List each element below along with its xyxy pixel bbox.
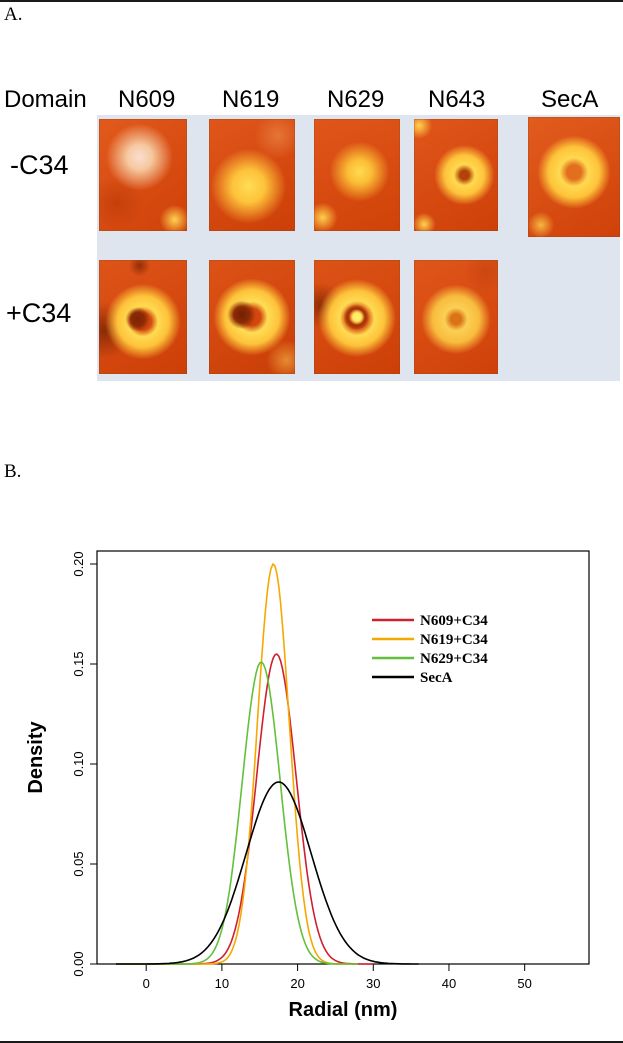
row-label-plus-c34: +C34 [6, 298, 72, 328]
afm-image-n643-minus-c34 [414, 119, 498, 231]
x-tick-label: 20 [290, 976, 304, 991]
column-header-seca: SecA [541, 86, 599, 113]
x-tick-label: 30 [366, 976, 380, 991]
legend-label: N609+C34 [420, 613, 488, 629]
row-label-minus-c34: -C34 [10, 150, 69, 180]
afm-image-n629-plus-c34 [314, 260, 400, 374]
y-tick-label: 0.15 [71, 651, 86, 676]
afm-empty-cell-seca-plus-c34 [528, 260, 620, 374]
afm-image-n619-minus-c34 [209, 119, 295, 231]
x-tick-label: 0 [143, 976, 150, 991]
legend-label: N629+C34 [420, 651, 488, 667]
afm-image-n629-minus-c34 [314, 119, 400, 231]
afm-image-n609-minus-c34 [99, 119, 187, 231]
x-tick-label: 50 [517, 976, 531, 991]
y-tick-label: 0.20 [71, 551, 86, 576]
afm-image-n643-plus-c34 [414, 260, 498, 374]
column-header-n619: N619 [222, 86, 280, 113]
column-header-n643: N643 [428, 86, 486, 113]
afm-image-seca-minus-c34 [528, 117, 620, 237]
density-plot: 0 10 20 30 40 50 0.00 0.05 0.10 0.15 0.20 Radial (n… [25, 550, 590, 1021]
x-axis-title: Radial (nm) [289, 999, 398, 1021]
panel-b-label: B. [4, 461, 22, 482]
y-tick-label: 0.00 [71, 951, 86, 976]
legend-label: N619+C34 [420, 632, 488, 648]
density-curve-seca [115, 781, 419, 965]
plot-box [96, 550, 590, 965]
y-tick-label: 0.05 [71, 851, 86, 876]
x-tick-label: 10 [215, 976, 229, 991]
afm-image-n609-plus-c34 [99, 260, 187, 374]
density-curve-n619-c34 [115, 562, 359, 965]
x-tick-label: 40 [442, 976, 456, 991]
afm-image-n619-plus-c34 [209, 260, 295, 374]
column-header-n609: N609 [118, 86, 176, 113]
density-curve-n609-c34 [115, 653, 374, 965]
y-tick-label: 0.10 [71, 751, 86, 776]
column-header-n629: N629 [327, 86, 385, 113]
panel-a-label: A. [4, 4, 23, 25]
y-axis-title: Density [25, 721, 47, 794]
domain-header: Domain [4, 86, 87, 113]
legend-label: SecA [420, 670, 453, 686]
